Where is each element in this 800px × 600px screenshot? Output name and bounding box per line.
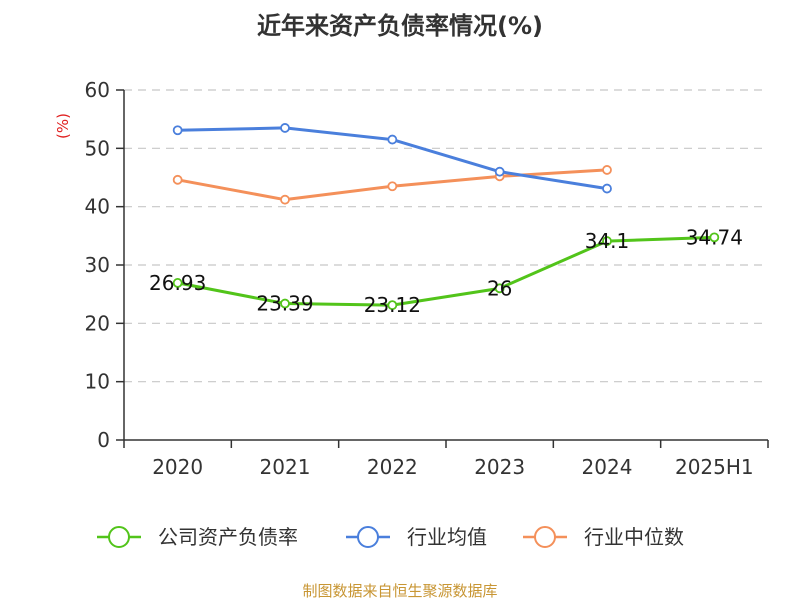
x-tick-label: 2023: [474, 455, 525, 479]
gridlines: [124, 89, 768, 383]
data-point: [494, 166, 505, 177]
x-tick-label: 2021: [260, 455, 311, 479]
y-tick-label: 60: [85, 78, 110, 102]
legend-marker: [108, 526, 130, 548]
legend: 公司资产负债率 行业均值 行业中位数: [97, 525, 684, 549]
data-point: [602, 236, 612, 246]
legend-label: 行业中位数: [584, 525, 684, 549]
data-point: [280, 194, 290, 205]
y-tick-label: 10: [85, 370, 110, 394]
data-point: [280, 123, 290, 133]
data-label: 26: [487, 276, 512, 300]
data-label: 23.39: [256, 292, 313, 316]
data-label: 34.74: [686, 225, 743, 249]
y-tick-label: 0: [97, 428, 110, 452]
y-axis-unit: (%): [54, 113, 72, 139]
x-tick-label: 2022: [367, 455, 418, 479]
legend-label: 公司资产负债率: [158, 525, 298, 549]
data-point: [172, 174, 183, 185]
data-labels: 26.93 23.39 23.12 26 34.1 34.74: [149, 225, 743, 317]
series-line: [177, 235, 715, 307]
data-point: [172, 125, 183, 136]
data-point: [602, 183, 612, 194]
source-credit: 制图数据来自恒生聚源数据库: [302, 582, 497, 600]
legend-label: 行业均值: [407, 525, 487, 549]
x-tick-label: 2020: [152, 455, 203, 479]
data-point: [602, 165, 612, 175]
y-tick-label: 50: [85, 136, 110, 160]
data-label: 23.12: [364, 293, 421, 317]
y-tick-label: 30: [85, 253, 110, 277]
data-label: 26.93: [149, 271, 206, 295]
legend-marker: [357, 526, 379, 548]
x-tick-label: 2024: [582, 455, 633, 479]
legend-marker: [534, 526, 556, 548]
chart-title: 近年来资产负债率情况(%): [257, 12, 543, 40]
data-label: 34.1: [585, 229, 630, 253]
x-tick-label: 2025H1: [675, 455, 754, 479]
y-tick-label: 20: [85, 311, 110, 335]
data-point: [709, 232, 720, 243]
axes: 0 10 20 30 40 50 60 2020 2021 2022 2023 2024 2025H1: [85, 78, 769, 479]
data-point: [387, 134, 398, 145]
y-tick-label: 40: [85, 195, 110, 219]
series-lines: [172, 123, 720, 311]
data-point: [172, 278, 183, 288]
data-point: [387, 300, 398, 311]
data-point: [280, 298, 290, 309]
data-point: [387, 181, 398, 192]
data-point: [494, 283, 505, 294]
